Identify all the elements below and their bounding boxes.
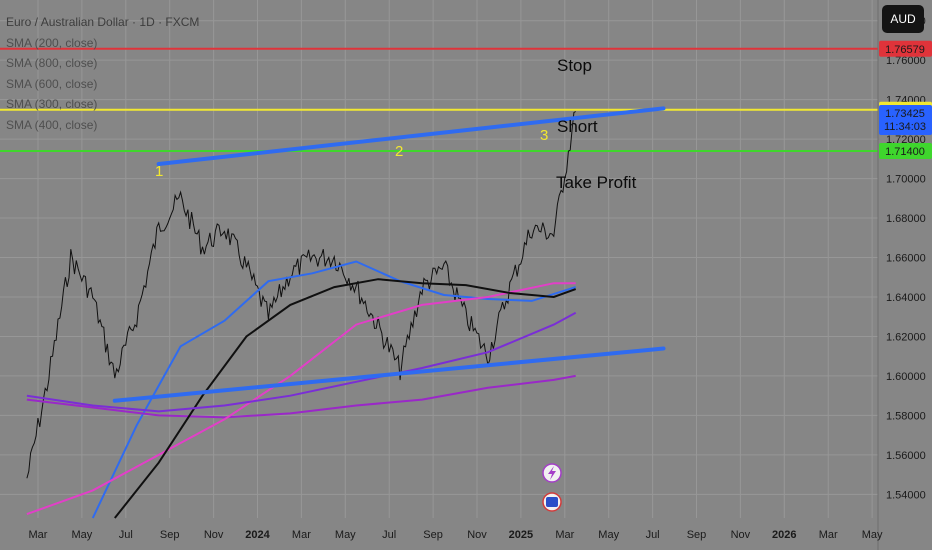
price-levels xyxy=(0,47,878,152)
y-tick-label: 1.64000 xyxy=(886,292,926,304)
y-tick-label: 1.54000 xyxy=(886,489,926,501)
currency-button[interactable]: AUD xyxy=(882,5,924,33)
last-price-tag-bg xyxy=(879,105,932,135)
x-tick-label: Jul xyxy=(119,529,133,541)
trendline-upper-channel[interactable] xyxy=(156,106,666,166)
x-tick-label: Nov xyxy=(204,529,224,541)
x-tick-label: Mar xyxy=(819,529,838,541)
x-tick-label: Nov xyxy=(467,529,487,541)
events-markers[interactable] xyxy=(542,463,562,512)
y-tick-label: 1.76000 xyxy=(886,55,926,67)
y-tick-label: 1.70000 xyxy=(886,174,926,186)
y-tick-label: 1.58000 xyxy=(886,410,926,422)
series-layer xyxy=(26,111,577,519)
pivot-3-label: 3 xyxy=(540,127,549,144)
y-tick-label: 1.66000 xyxy=(886,253,926,265)
indicator-sma-200[interactable]: SMA (200, close) xyxy=(6,35,98,50)
countdown-label: 11:34:03 xyxy=(884,121,926,133)
x-tick-label: Mar xyxy=(29,529,48,541)
trendlines xyxy=(112,106,666,403)
y-tick-label: 1.68000 xyxy=(886,213,926,225)
x-tick-label: Sep xyxy=(160,529,180,541)
indicator-sma-600[interactable]: SMA (600, close) xyxy=(6,76,98,91)
x-tick-label: 2025 xyxy=(509,529,533,541)
x-tick-label: Sep xyxy=(423,529,443,541)
series-line-sma-400 xyxy=(26,311,577,413)
price-axis-panel[interactable] xyxy=(878,0,932,550)
pivot-2-label: 2 xyxy=(395,143,404,160)
series-line-sma-800 xyxy=(26,374,576,419)
y-tick-label: 1.56000 xyxy=(886,450,926,462)
x-tick-label: May xyxy=(598,529,619,541)
x-tick-label: 2024 xyxy=(245,529,270,541)
indicator-sma-400[interactable]: SMA (400, close) xyxy=(6,117,98,132)
x-tick-label: Mar xyxy=(555,529,574,541)
price-tag-label: 1.76579 xyxy=(885,44,925,56)
y-tick-label: 1.62000 xyxy=(886,331,926,343)
y-tick-label: 1.60000 xyxy=(886,371,926,383)
stop-label: Stop xyxy=(557,56,592,75)
x-tick-label: May xyxy=(862,529,883,541)
take-profit-label: Take Profit xyxy=(556,173,637,192)
price-tag-label: 1.71400 xyxy=(885,146,925,158)
x-tick-label: 2026 xyxy=(772,529,796,541)
trendline-lower-channel[interactable] xyxy=(112,346,666,403)
series-line-sma-200 xyxy=(91,260,576,519)
x-tick-label: Jul xyxy=(646,529,660,541)
pivot-1-label: 1 xyxy=(155,163,164,180)
last-price-label: 1.73425 xyxy=(885,108,925,120)
x-tick-label: May xyxy=(72,529,93,541)
x-tick-label: Jul xyxy=(382,529,396,541)
series-line-sma-300 xyxy=(114,278,577,519)
price-tag-bg xyxy=(879,142,932,159)
series-line-sma-600 xyxy=(26,282,576,516)
lightning-glyph xyxy=(548,466,556,480)
flag-au-glyph xyxy=(546,497,558,507)
chart-legend: Euro / Australian Dollar · 1D · FXCM SMA… xyxy=(6,12,199,135)
x-tick-label: Mar xyxy=(292,529,311,541)
x-tick-label: May xyxy=(335,529,356,541)
series-line-eur-aud xyxy=(26,111,576,479)
indicator-sma-300[interactable]: SMA (300, close) xyxy=(6,97,98,111)
time-axis: Mar May Jul Sep Nov 2024 Mar May Jul Sep Nov 2025 Ma… xyxy=(29,529,883,541)
symbol-title[interactable]: Euro / Australian Dollar · 1D · FXCM xyxy=(6,15,200,29)
indicator-sma-800[interactable]: SMA (800, close) xyxy=(6,56,98,70)
x-tick-label: Sep xyxy=(687,529,707,541)
grid-lines xyxy=(0,0,878,518)
x-tick-label: Nov xyxy=(731,529,751,541)
short-label: Short xyxy=(557,117,598,136)
price-tag-bg xyxy=(879,40,932,57)
